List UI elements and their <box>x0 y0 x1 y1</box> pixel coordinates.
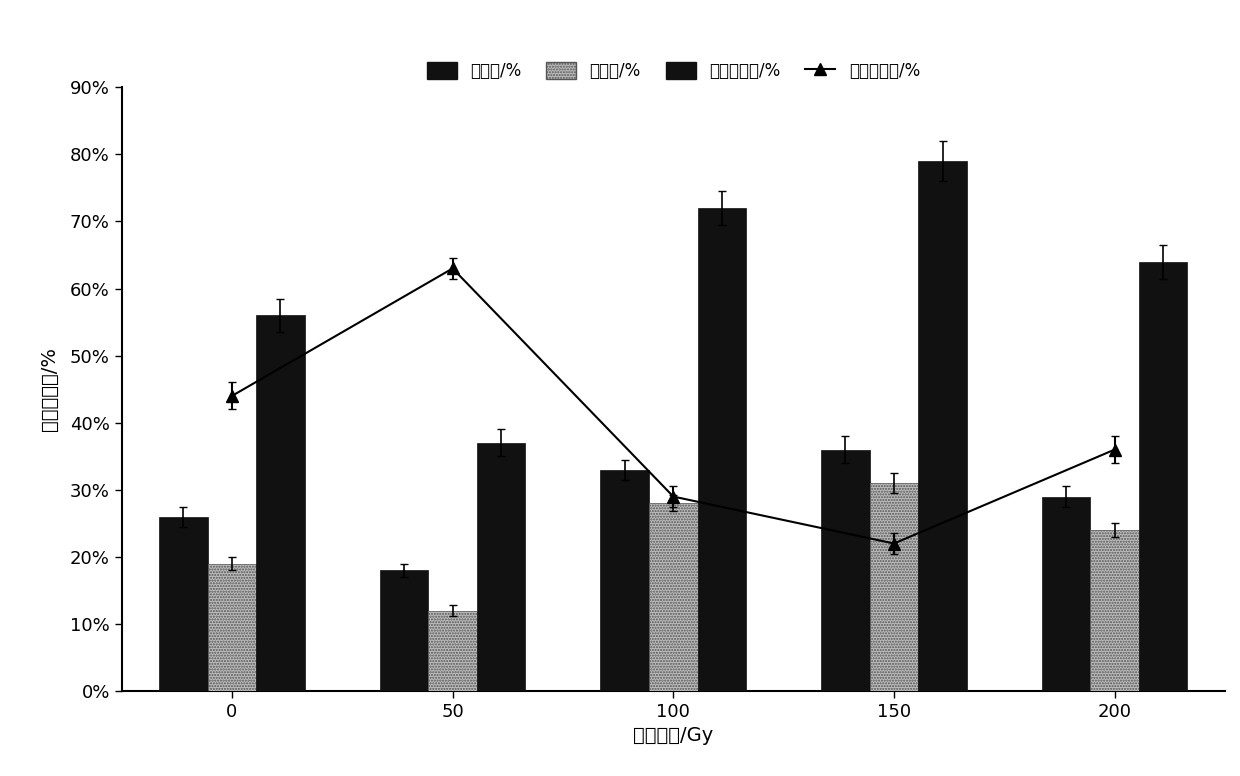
Bar <box>600 469 649 691</box>
Legend: 发芽率/%, 发芽势/%, 相对发芽率/%, 相对盐害率/%: 发芽率/%, 发芽势/%, 相对发芽率/%, 相对盐害率/% <box>418 54 929 88</box>
Bar <box>919 161 967 691</box>
Bar <box>379 570 428 691</box>
Bar <box>698 208 746 691</box>
Bar <box>1090 530 1138 691</box>
X-axis label: 辐射剂量/Gy: 辐射剂量/Gy <box>634 726 713 746</box>
Bar <box>207 563 257 691</box>
Bar <box>1138 262 1188 691</box>
Bar <box>821 449 869 691</box>
Bar <box>649 504 698 691</box>
Y-axis label: 发芽指标値/%: 发芽指标値/% <box>40 347 58 431</box>
Bar <box>869 483 919 691</box>
Bar <box>477 443 526 691</box>
Bar <box>159 517 207 691</box>
Bar <box>428 611 477 691</box>
Bar <box>257 315 305 691</box>
Bar <box>1042 497 1090 691</box>
